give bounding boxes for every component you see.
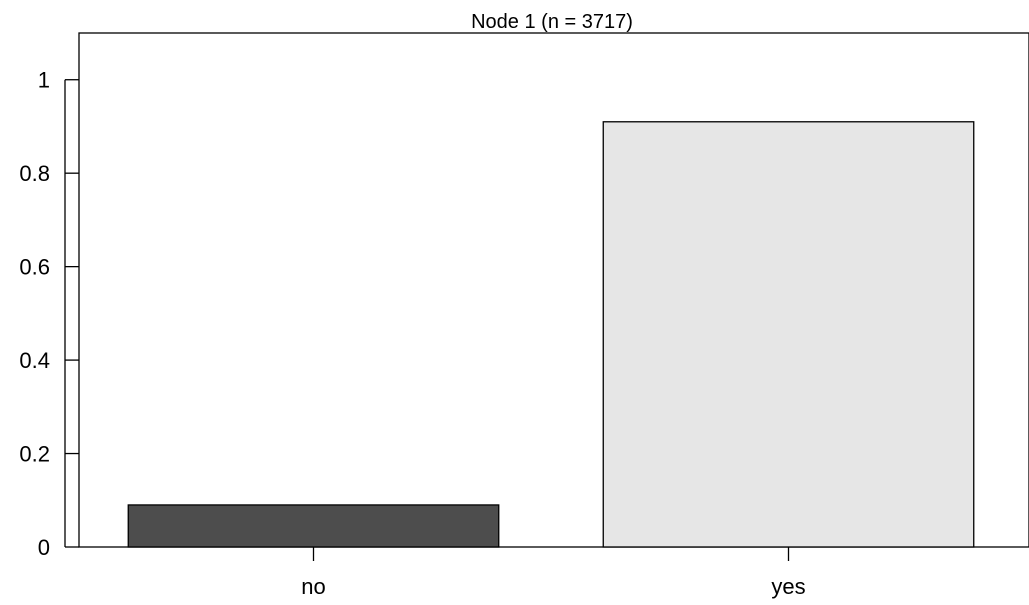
y-tick-label: 0.4 <box>19 348 50 373</box>
bar-yes <box>602 121 975 548</box>
bars <box>127 121 975 548</box>
y-tick-label: 0.8 <box>19 161 50 186</box>
y-axis: 0 0.2 0.4 0.6 0.8 1 <box>19 68 79 560</box>
chart-title: Node 1 (n = 3717) <box>471 11 633 33</box>
plot-frame <box>78 32 1029 548</box>
y-tick-label: 1 <box>38 68 50 93</box>
y-tick-label: 0 <box>38 535 50 560</box>
y-tick-label: 0.2 <box>19 442 50 467</box>
x-tick-label-no: no <box>301 574 325 599</box>
y-tick-label: 0.6 <box>19 255 50 280</box>
x-tick-label-yes: yes <box>771 574 805 599</box>
bar-no <box>127 504 500 548</box>
x-axis: no yes <box>301 547 806 599</box>
